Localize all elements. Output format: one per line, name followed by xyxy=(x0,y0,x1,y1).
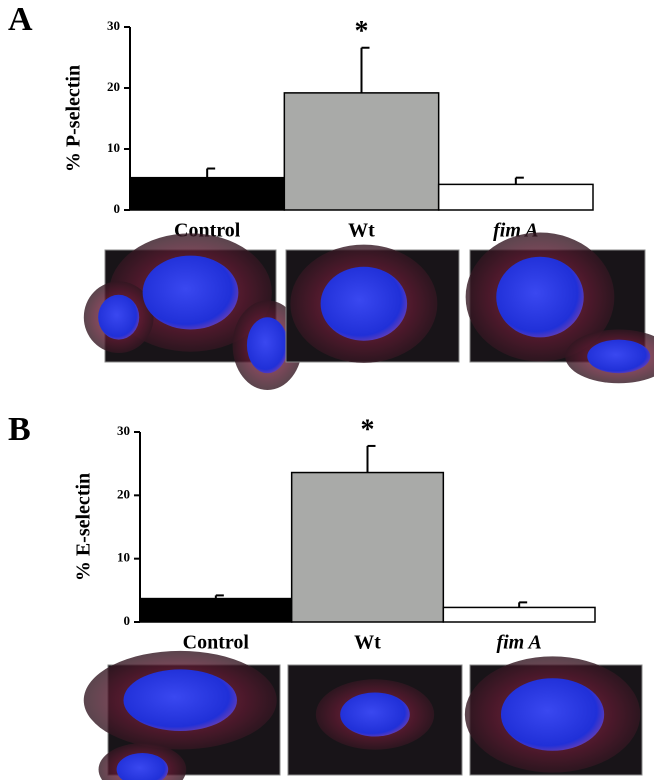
annotation: * xyxy=(355,16,369,47)
x-tick-label: Wt xyxy=(354,632,381,654)
bar xyxy=(129,176,286,211)
error-bar xyxy=(206,167,216,178)
micrograph xyxy=(287,664,463,776)
panel-label: B xyxy=(8,411,31,448)
x-tick-label: fim A xyxy=(496,632,541,654)
error-bar xyxy=(518,601,528,608)
y-axis-label: % E-selectin xyxy=(73,473,95,581)
annotation: * xyxy=(361,414,375,445)
nucleus xyxy=(587,339,651,374)
bar xyxy=(139,597,293,623)
y-tick-label: 0 xyxy=(124,613,131,628)
nucleus xyxy=(98,294,140,340)
y-tick-label: 20 xyxy=(117,486,130,501)
nucleus xyxy=(320,266,408,341)
y-tick-label: 30 xyxy=(107,18,120,33)
micrograph xyxy=(83,233,303,391)
nucleus xyxy=(246,317,288,374)
y-tick-label: 10 xyxy=(107,140,120,155)
error-bar xyxy=(366,444,376,473)
nucleus xyxy=(340,692,410,737)
panel-label: A xyxy=(8,1,33,38)
nucleus xyxy=(142,255,239,330)
nucleus xyxy=(123,669,237,731)
y-tick-label: 30 xyxy=(117,423,130,438)
micrograph xyxy=(465,232,654,384)
y-tick-label: 10 xyxy=(117,550,130,565)
y-tick-label: 0 xyxy=(114,201,121,216)
error-bar xyxy=(214,594,224,599)
bar xyxy=(290,471,445,623)
nucleus xyxy=(496,256,584,338)
x-tick-label: Control xyxy=(183,632,250,654)
bar xyxy=(442,606,596,623)
bar xyxy=(283,92,440,211)
micrograph xyxy=(83,650,281,780)
nucleus xyxy=(500,678,605,751)
micrograph xyxy=(464,656,643,776)
error-bar xyxy=(514,176,524,185)
bar xyxy=(437,183,594,211)
x-tick-label: Wt xyxy=(348,220,375,242)
nucleus xyxy=(116,753,169,780)
error-bar xyxy=(360,46,370,93)
micrograph xyxy=(285,244,460,363)
y-axis-label: % P-selectin xyxy=(63,65,85,172)
y-tick-label: 20 xyxy=(107,79,120,94)
